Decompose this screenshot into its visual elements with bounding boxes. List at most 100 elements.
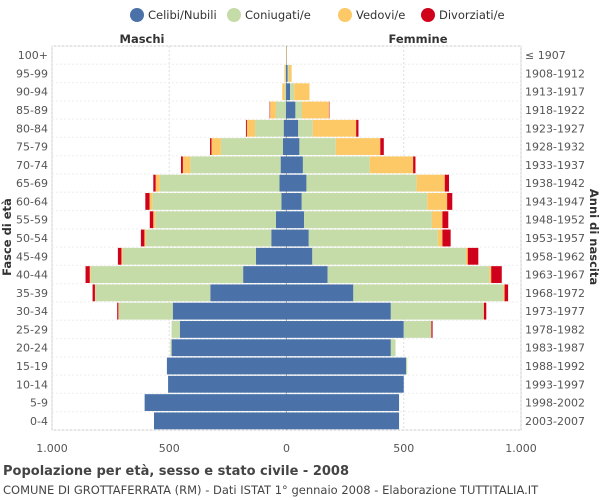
bar-female-coniugati-e95-99 (287, 65, 289, 82)
birth-year-label: 1953-1957 (525, 232, 585, 245)
bar-male-coniugati-e35-39 (95, 284, 211, 302)
birth-year-label: 1973-1977 (525, 305, 585, 318)
bar-male-celibi-nubili0-4 (154, 412, 287, 430)
chart-subtitle: COMUNE DI GROTTAFERRATA (RM) - Dati ISTA… (3, 483, 539, 497)
legend-label: Celibi/Nubili (148, 8, 217, 22)
x-tick-label: 500 (159, 442, 180, 455)
bar-female-celibi-nubili45-49 (286, 247, 313, 265)
bar-male-vedovi-e50-54 (144, 229, 146, 247)
bar-male-divorziati-e40-44 (85, 266, 90, 283)
age-group-label: 95-99 (16, 67, 48, 80)
bar-female-celibi-nubili85-89 (286, 101, 296, 119)
bar-female-vedovi-e65-69 (416, 174, 445, 192)
legend: Celibi/Nubili Coniugati/e Vedovi/e Divorzia… (130, 8, 505, 22)
age-group-label: 75-79 (16, 141, 48, 154)
bar-male-divorziati-e50-54 (140, 229, 145, 247)
bar-female-coniugati-e20-24 (390, 339, 396, 357)
age-group-label: 20-24 (16, 342, 48, 355)
bar-female-vedovi-e60-64 (427, 193, 448, 210)
age-group-label: 35-39 (16, 287, 48, 300)
bar-female-coniugati-e50-54 (308, 229, 438, 247)
bar-male-coniugati-e65-69 (159, 174, 280, 192)
bar-female-coniugati-e85-89 (295, 101, 302, 119)
age-group-label: 90-94 (16, 86, 48, 99)
age-group-label: 60-64 (16, 195, 48, 208)
bar-male-vedovi-e90-94 (282, 83, 285, 101)
bar-female-vedovi-e80-84 (312, 119, 357, 137)
bar-male-divorziati-e75-79 (210, 138, 212, 155)
bar-male-coniugati-e20-24 (170, 339, 172, 357)
birth-year-label: 1948-1952 (525, 214, 585, 227)
bar-male-coniugati-e80-84 (255, 119, 284, 137)
bar-male-celibi-nubili65-69 (279, 174, 287, 192)
bar-male-celibi-nubili50-54 (271, 229, 287, 247)
legend-label: Coniugati/e (245, 8, 311, 22)
age-group-label: 65-69 (16, 177, 48, 190)
bar-female-coniugati-e15-19 (406, 357, 408, 375)
bar-female-celibi-nubili90-94 (286, 83, 291, 101)
bar-male-vedovi-e95-99 (284, 65, 286, 82)
bar-male-celibi-nubili60-64 (281, 193, 287, 210)
bar-male-celibi-nubili25-29 (179, 321, 287, 338)
bar-male-vedovi-e40-44 (89, 266, 91, 283)
bar-female-celibi-nubili80-84 (286, 119, 299, 137)
bar-female-celibi-nubili75-79 (286, 138, 300, 155)
bar-male-celibi-nubili55-59 (275, 211, 287, 229)
bar-male-divorziati-e55-59 (149, 211, 154, 229)
birth-year-label: 1923-1927 (525, 122, 585, 135)
bar-female-divorziati-e30-34 (483, 302, 487, 320)
age-group-label: 70-74 (16, 159, 48, 172)
bar-female-celibi-nubili40-44 (286, 266, 328, 283)
bar-male-divorziati-e65-69 (153, 174, 156, 192)
bar-female-vedovi-e40-44 (489, 266, 492, 283)
birth-year-label: 1983-1987 (525, 342, 585, 355)
birth-year-label: 1978-1982 (525, 323, 585, 336)
birth-year-label: 1958-1962 (525, 250, 585, 263)
bar-female-vedovi-e75-79 (335, 138, 381, 155)
axis-labels: 1.000 500 0 500 1.000 100+ ≤ 1907 95-99 1908-191… (16, 49, 585, 455)
bar-male-celibi-nubili20-24 (171, 339, 287, 357)
bar-female-vedovi-e90-94 (294, 83, 310, 101)
bar-female-coniugati-e75-79 (299, 138, 336, 155)
bar-female-coniugati-e45-49 (312, 247, 466, 265)
bar-female-celibi-nubili55-59 (286, 211, 305, 229)
bar-female-vedovi-e35-39 (503, 284, 505, 302)
bar-female-coniugati-e40-44 (327, 266, 490, 283)
bar-female-coniugati-e30-34 (390, 302, 484, 320)
age-group-label: 15-19 (16, 360, 48, 373)
bar-male-celibi-nubili80-84 (283, 119, 287, 137)
bar-female-celibi-nubili20-24 (286, 339, 391, 357)
bar-male-divorziati-e30-34 (117, 302, 119, 320)
birth-year-label: 1998-2002 (525, 397, 585, 410)
bar-female-celibi-nubili15-19 (286, 357, 407, 375)
bar-male-coniugati-e25-29 (171, 321, 180, 338)
bar-male-vedovi-e45-49 (121, 247, 123, 265)
age-group-label: 10-14 (16, 378, 48, 391)
bar-male-celibi-nubili10-14 (168, 375, 287, 393)
birth-year-label: 2003-2007 (525, 415, 585, 428)
bar-female-celibi-nubili5-9 (286, 394, 400, 411)
bar-female-celibi-nubili10-14 (286, 375, 404, 393)
bar-male-vedovi-e65-69 (155, 174, 160, 192)
age-group-label: 55-59 (16, 214, 48, 227)
bars (85, 46, 509, 430)
bar-male-coniugati-e75-79 (220, 138, 283, 155)
birth-year-label: 1928-1932 (525, 141, 585, 154)
birth-year-label: 1933-1937 (525, 159, 585, 172)
bar-male-vedovi-e80-84 (246, 119, 256, 137)
bar-male-celibi-nubili35-39 (210, 284, 287, 302)
bar-male-coniugati-e90-94 (284, 83, 287, 101)
bar-male-vedovi-e75-79 (211, 138, 221, 155)
legend-label: Divorziati/e (439, 8, 505, 22)
chart-title: Popolazione per età, sesso e stato civil… (3, 464, 350, 479)
bar-male-vedovi-e60-64 (149, 193, 153, 210)
birth-year-label: 1913-1917 (525, 86, 585, 99)
bar-male-celibi-nubili45-49 (256, 247, 287, 265)
birth-year-label: 1993-1997 (525, 378, 585, 391)
legend-swatch (421, 8, 435, 22)
birth-year-label: 1968-1972 (525, 287, 585, 300)
age-group-label: 40-44 (16, 269, 48, 282)
bar-male-celibi-nubili85-89 (285, 101, 287, 119)
bar-female-celibi-nubili25-29 (286, 321, 404, 338)
bar-male-divorziati-e80-84 (245, 119, 247, 137)
